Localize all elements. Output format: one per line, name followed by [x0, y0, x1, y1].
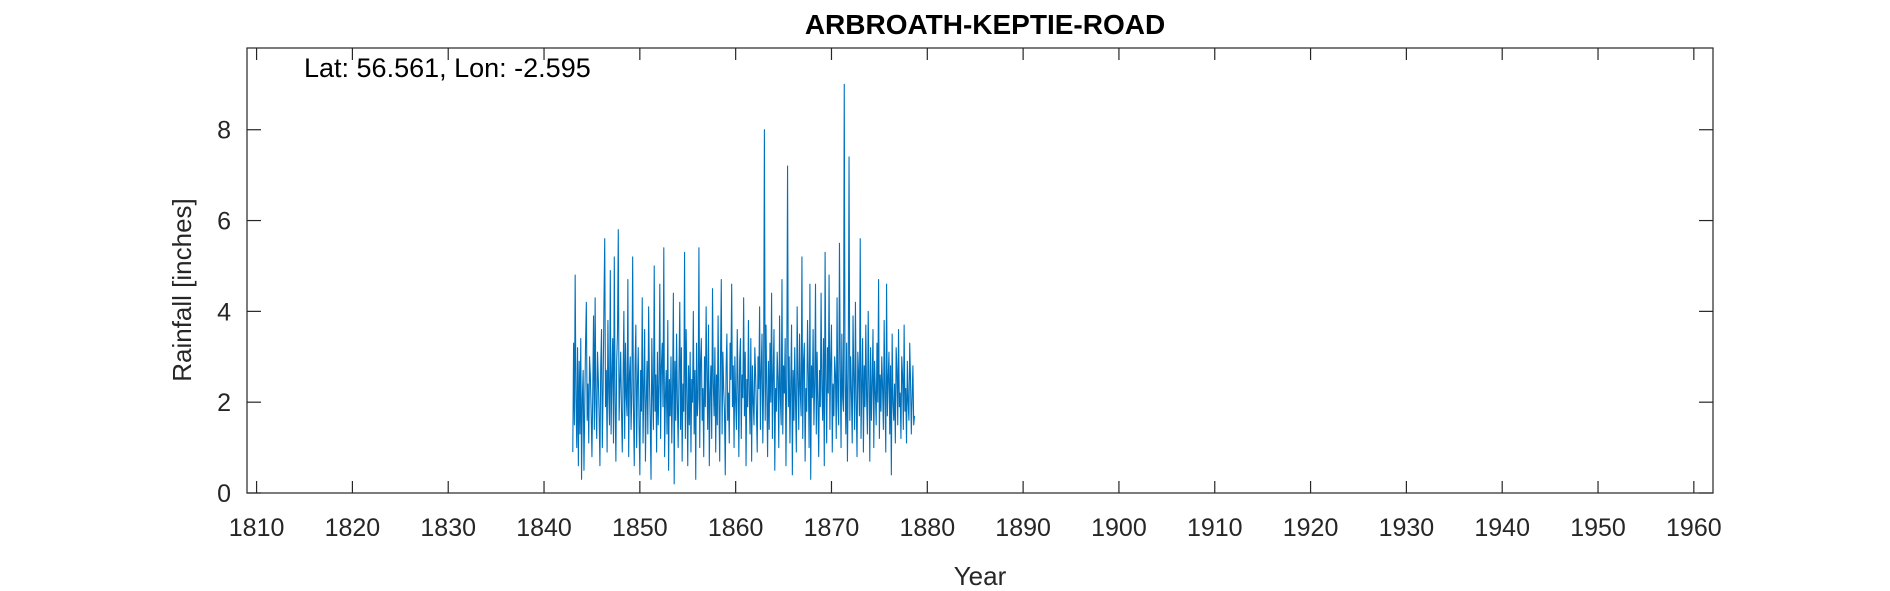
y-tick-label: 4: [217, 298, 231, 326]
x-tick-label: 1840: [516, 514, 572, 542]
plot-area: 1810 1820 1830 1840 1850 1860 1870 1880 1890 1900…: [217, 47, 1722, 542]
x-tick-label: 1830: [420, 514, 476, 542]
x-tick-label: 1930: [1379, 514, 1435, 542]
y-axis-label: Rainfall [inches]: [167, 198, 197, 382]
x-tick-label: 1870: [804, 514, 860, 542]
x-tick-label: 1900: [1091, 514, 1147, 542]
lat-lon-annotation: Lat: 56.561, Lon: -2.595: [304, 53, 591, 83]
x-tick-label: 1960: [1666, 514, 1722, 542]
x-tick-label: 1890: [995, 514, 1051, 542]
axes-box: [246, 47, 1714, 494]
x-tick-label: 1820: [325, 514, 381, 542]
y-tick-label: 2: [217, 389, 231, 417]
y-tick-label: 0: [217, 480, 231, 508]
x-tick-label: 1950: [1570, 514, 1626, 542]
y-tick-label: 8: [217, 117, 231, 145]
x-tick-label: 1850: [612, 514, 668, 542]
rainfall-series-line: [572, 83, 916, 485]
x-tick-label: 1910: [1187, 514, 1243, 542]
x-tick-label: 1860: [708, 514, 764, 542]
chart-title: ARBROATH-KEPTIE-ROAD: [805, 9, 1165, 40]
x-tick-label: 1880: [899, 514, 955, 542]
x-tick-label: 1940: [1474, 514, 1530, 542]
x-tick-label: 1810: [229, 514, 285, 542]
x-tick-label: 1920: [1283, 514, 1339, 542]
x-axis-label: Year: [954, 561, 1007, 591]
y-tick-label: 6: [217, 208, 231, 236]
